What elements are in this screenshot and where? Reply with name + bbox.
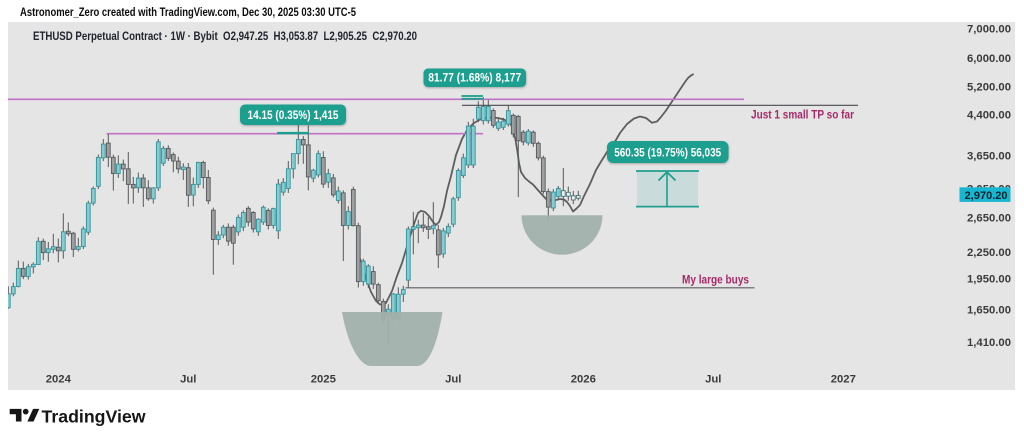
svg-text:5,200.00: 5,200.00 xyxy=(967,81,1011,93)
svg-text:Just 1 small TP so far: Just 1 small TP so far xyxy=(751,109,854,121)
svg-text:2,970.20: 2,970.20 xyxy=(965,190,1008,202)
svg-text:ETHUSD Perpetual Contract · 1W: ETHUSD Perpetual Contract · 1W · Bybit O… xyxy=(33,31,417,43)
svg-text:Astronomer_Zero created with T: Astronomer_Zero created with TradingView… xyxy=(20,5,356,19)
svg-text:7,000.00: 7,000.00 xyxy=(967,23,1011,35)
svg-text:My large buys: My large buys xyxy=(682,274,749,286)
svg-text:14.15 (0.35%) 1,415: 14.15 (0.35%) 1,415 xyxy=(248,110,340,122)
svg-text:2027: 2027 xyxy=(831,373,856,385)
svg-text:6,000.00: 6,000.00 xyxy=(967,53,1011,65)
svg-text:2026: 2026 xyxy=(571,373,596,385)
svg-text:560.35 (19.75%) 56,035: 560.35 (19.75%) 56,035 xyxy=(614,146,721,160)
svg-text:Jul: Jul xyxy=(445,373,461,385)
svg-text:81.77 (1.68%) 8,177: 81.77 (1.68%) 8,177 xyxy=(428,73,521,85)
svg-text:1,410.00: 1,410.00 xyxy=(967,337,1011,349)
svg-text:Jul: Jul xyxy=(180,373,196,385)
svg-text:4,400.00: 4,400.00 xyxy=(967,109,1011,121)
svg-text:Jul: Jul xyxy=(705,373,721,385)
svg-text:2,250.00: 2,250.00 xyxy=(967,247,1011,259)
svg-text:TradingView: TradingView xyxy=(42,407,146,427)
svg-text:3,650.00: 3,650.00 xyxy=(967,150,1011,162)
svg-text:2024: 2024 xyxy=(46,373,72,385)
svg-text:2025: 2025 xyxy=(311,373,336,385)
svg-text:1,950.00: 1,950.00 xyxy=(967,273,1011,285)
svg-text:1,650.00: 1,650.00 xyxy=(967,304,1011,316)
svg-text:2,650.00: 2,650.00 xyxy=(967,212,1011,224)
